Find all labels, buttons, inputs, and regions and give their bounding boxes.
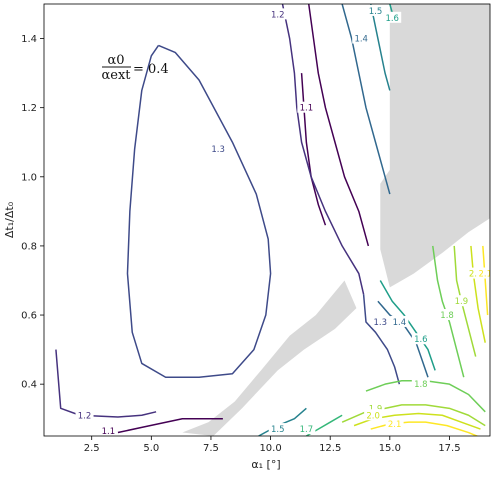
y-tick-label: 1.4 xyxy=(21,34,37,45)
contour-label-2-0-1: 2.0 xyxy=(366,411,380,421)
contour-label-bg xyxy=(438,309,457,321)
contour-label-bg xyxy=(411,378,430,390)
contour-label-1-2-1: 1.2 xyxy=(78,411,92,421)
contour-label-1-8-2: 1.8 xyxy=(440,311,454,321)
contour-label-bg xyxy=(209,143,228,155)
x-tick-label: 17.5 xyxy=(438,443,460,454)
contour-label-1-3-2: 1.3 xyxy=(374,318,388,328)
y-tick-label: 0.4 xyxy=(21,380,37,391)
contour-label-2-1-1: 2.1 xyxy=(388,420,402,430)
contour-label-1-5-1: 1.5 xyxy=(369,7,383,17)
contour-label-bg xyxy=(99,424,118,436)
contour-label-bg xyxy=(371,315,390,327)
x-tick-label: 7.5 xyxy=(203,443,219,454)
contour-label-1-9-2: 1.9 xyxy=(455,297,469,307)
contour-label-bg xyxy=(383,11,402,23)
contour-label-bg xyxy=(385,417,404,429)
contour-label-1-3-1: 1.3 xyxy=(211,145,225,155)
x-tick-label: 15.0 xyxy=(379,443,401,454)
plot-frame xyxy=(43,3,491,437)
contour-label-bg xyxy=(366,402,385,414)
x-tick-label: 2.5 xyxy=(84,443,100,454)
contour-1-2-seg-1 xyxy=(55,349,157,418)
contour-label-bg xyxy=(364,409,383,421)
contour-label-1-4-2: 1.4 xyxy=(393,318,407,328)
x-tick-label: 10.0 xyxy=(259,443,281,454)
contour-label-1-6-1: 1.6 xyxy=(385,14,399,24)
contour-1-3-seg-1 xyxy=(126,44,272,378)
contour-label-bg xyxy=(75,409,94,421)
contour-1-2-seg-2 xyxy=(281,4,365,295)
contour-1-3-seg-2 xyxy=(362,294,401,385)
annotation-denominator: αext xyxy=(101,68,131,83)
contour-label-bg xyxy=(352,32,371,44)
annotation-value: = 0.4 xyxy=(133,62,169,77)
contour-1-4-seg-2 xyxy=(377,300,429,378)
contour-1-5-seg-1 xyxy=(370,4,391,91)
contour-2-1-seg-2 xyxy=(482,245,489,316)
contour-label-1-4-1: 1.4 xyxy=(354,35,368,45)
masked-area-1 xyxy=(380,4,490,288)
contour-label-bg xyxy=(297,423,316,435)
contour-1-1-seg-1 xyxy=(117,417,223,434)
y-tick-label: 1.0 xyxy=(21,172,37,183)
contour-1-5-seg-2 xyxy=(258,407,307,436)
contour-label-bg xyxy=(466,267,485,279)
x-axis-label: α₁ [°] xyxy=(251,458,280,471)
contour-label-bg xyxy=(268,8,287,20)
annotation-numerator: α0 xyxy=(107,53,124,68)
contour-label-1-7-1: 1.7 xyxy=(300,425,314,435)
contour-1-1-seg-3 xyxy=(307,4,370,247)
y-axis-ticks: 0.4 0.6 0.8 1.0 1.2 1.4 xyxy=(21,34,44,391)
contour-label-2-1-2: 2.1 xyxy=(478,270,492,280)
y-tick-label: 0.8 xyxy=(21,241,37,252)
contour-label-1-8-1: 1.8 xyxy=(414,380,428,390)
contour-label-bg xyxy=(366,4,385,16)
contour-label-bg xyxy=(411,333,430,345)
contour-2-0-seg-2 xyxy=(470,245,486,343)
masked-region xyxy=(182,4,490,436)
contour-label-1-1-1: 1.1 xyxy=(102,427,116,437)
x-tick-label: 5.0 xyxy=(143,443,159,454)
contour-label-1-1-2: 1.1 xyxy=(300,104,314,114)
x-axis-ticks: 2.5 5.0 7.5 10.0 12.5 15.0 17.5 xyxy=(84,436,461,454)
contour-label-2-0-2: 2.0 xyxy=(469,270,483,280)
contour-label-1-6-2: 1.6 xyxy=(414,335,428,345)
contour-label-1-2-2: 1.2 xyxy=(271,10,285,20)
contour-1-4-seg-1 xyxy=(341,4,391,195)
contour-labels: 1.11.11.21.21.31.31.41.41.51.51.61.61.71… xyxy=(75,4,492,437)
contour-label-bg xyxy=(297,101,316,113)
contour-label-bg xyxy=(452,295,471,307)
y-tick-label: 1.2 xyxy=(21,103,37,114)
masked-area-2 xyxy=(182,280,357,436)
contour-label-bg xyxy=(390,315,409,327)
contour-label-1-5-2: 1.5 xyxy=(271,425,285,435)
y-axis-label: Δt₁/Δt₀ xyxy=(3,201,16,238)
y-tick-label: 0.6 xyxy=(21,311,37,322)
contour-label-bg xyxy=(268,423,287,435)
ratio-annotation: α0 αext = 0.4 xyxy=(101,53,168,83)
contour-label-bg xyxy=(476,267,490,279)
contour-1-6-seg-2 xyxy=(379,280,436,371)
x-tick-label: 12.5 xyxy=(319,443,341,454)
